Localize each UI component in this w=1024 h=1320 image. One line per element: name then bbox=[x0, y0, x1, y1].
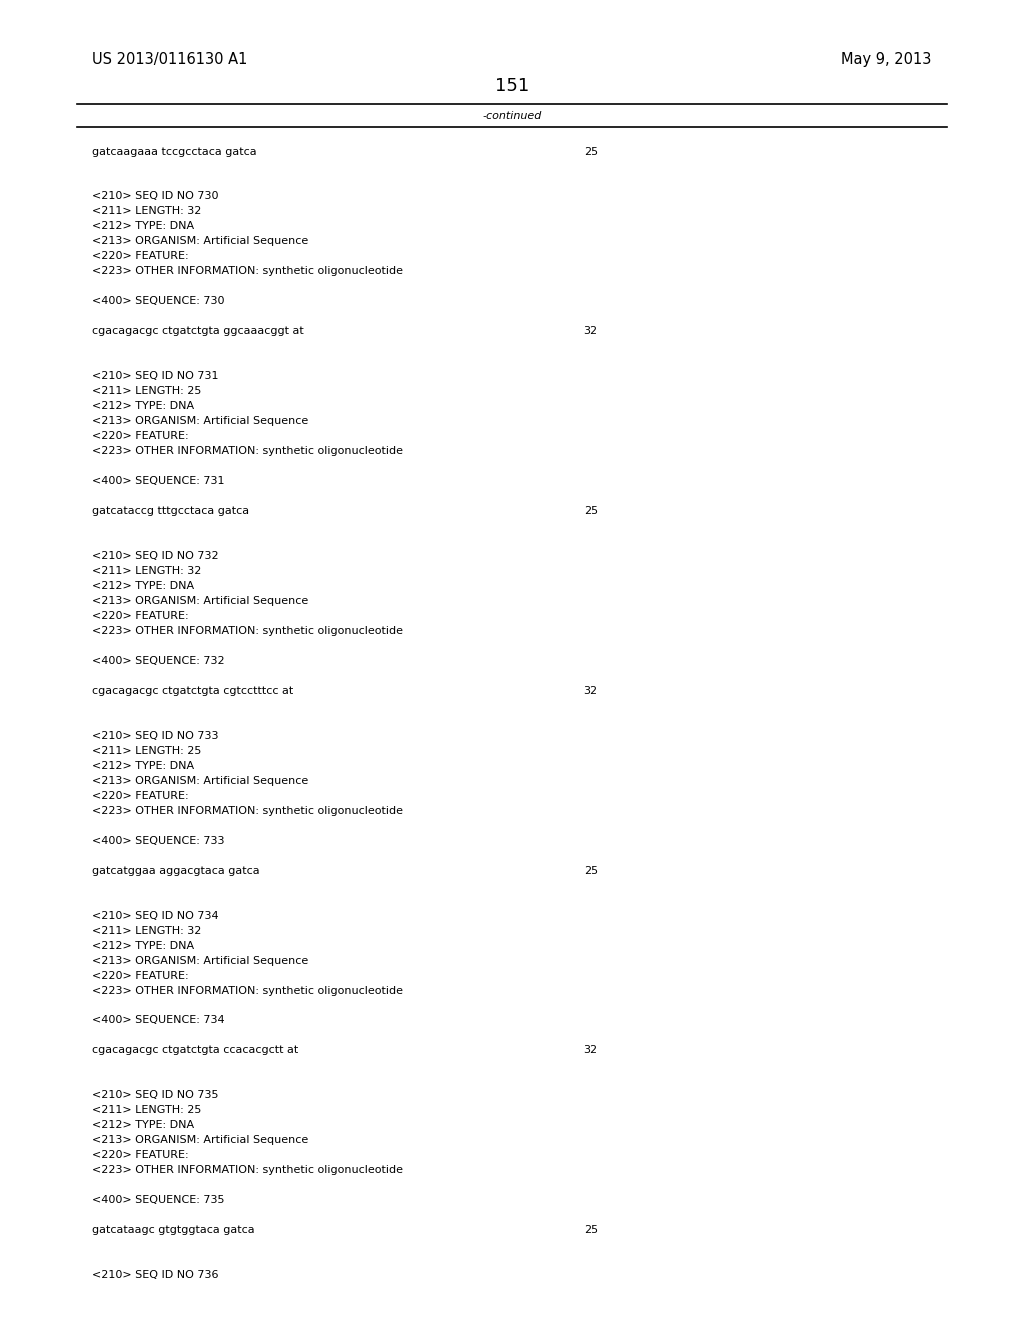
Text: <220> FEATURE:: <220> FEATURE: bbox=[92, 432, 188, 441]
Text: gatcataagc gtgtggtaca gatca: gatcataagc gtgtggtaca gatca bbox=[92, 1225, 255, 1236]
Text: <211> LENGTH: 32: <211> LENGTH: 32 bbox=[92, 925, 202, 936]
Text: 32: 32 bbox=[584, 1045, 598, 1056]
Text: <400> SEQUENCE: 730: <400> SEQUENCE: 730 bbox=[92, 296, 224, 306]
Text: <223> OTHER INFORMATION: synthetic oligonucleotide: <223> OTHER INFORMATION: synthetic oligo… bbox=[92, 267, 403, 276]
Text: <211> LENGTH: 32: <211> LENGTH: 32 bbox=[92, 206, 202, 216]
Text: <212> TYPE: DNA: <212> TYPE: DNA bbox=[92, 581, 195, 591]
Text: 25: 25 bbox=[584, 866, 598, 875]
Text: <213> ORGANISM: Artificial Sequence: <213> ORGANISM: Artificial Sequence bbox=[92, 595, 308, 606]
Text: <210> SEQ ID NO 733: <210> SEQ ID NO 733 bbox=[92, 731, 219, 741]
Text: <210> SEQ ID NO 731: <210> SEQ ID NO 731 bbox=[92, 371, 219, 381]
Text: <220> FEATURE:: <220> FEATURE: bbox=[92, 791, 188, 801]
Text: 32: 32 bbox=[584, 326, 598, 337]
Text: May 9, 2013: May 9, 2013 bbox=[842, 51, 932, 67]
Text: gatcatggaa aggacgtaca gatca: gatcatggaa aggacgtaca gatca bbox=[92, 866, 260, 875]
Text: <212> TYPE: DNA: <212> TYPE: DNA bbox=[92, 222, 195, 231]
Text: <210> SEQ ID NO 730: <210> SEQ ID NO 730 bbox=[92, 191, 219, 202]
Text: <223> OTHER INFORMATION: synthetic oligonucleotide: <223> OTHER INFORMATION: synthetic oligo… bbox=[92, 805, 403, 816]
Text: 25: 25 bbox=[584, 147, 598, 157]
Text: <223> OTHER INFORMATION: synthetic oligonucleotide: <223> OTHER INFORMATION: synthetic oligo… bbox=[92, 1166, 403, 1175]
Text: <212> TYPE: DNA: <212> TYPE: DNA bbox=[92, 1121, 195, 1130]
Text: <400> SEQUENCE: 731: <400> SEQUENCE: 731 bbox=[92, 477, 224, 486]
Text: <210> SEQ ID NO 736: <210> SEQ ID NO 736 bbox=[92, 1270, 219, 1280]
Text: <211> LENGTH: 25: <211> LENGTH: 25 bbox=[92, 387, 202, 396]
Text: <211> LENGTH: 32: <211> LENGTH: 32 bbox=[92, 566, 202, 576]
Text: <213> ORGANISM: Artificial Sequence: <213> ORGANISM: Artificial Sequence bbox=[92, 956, 308, 965]
Text: <223> OTHER INFORMATION: synthetic oligonucleotide: <223> OTHER INFORMATION: synthetic oligo… bbox=[92, 986, 403, 995]
Text: <210> SEQ ID NO 734: <210> SEQ ID NO 734 bbox=[92, 911, 219, 920]
Text: -continued: -continued bbox=[482, 111, 542, 121]
Text: 151: 151 bbox=[495, 77, 529, 95]
Text: <213> ORGANISM: Artificial Sequence: <213> ORGANISM: Artificial Sequence bbox=[92, 236, 308, 247]
Text: <213> ORGANISM: Artificial Sequence: <213> ORGANISM: Artificial Sequence bbox=[92, 1135, 308, 1146]
Text: <220> FEATURE:: <220> FEATURE: bbox=[92, 1150, 188, 1160]
Text: <212> TYPE: DNA: <212> TYPE: DNA bbox=[92, 760, 195, 771]
Text: <210> SEQ ID NO 732: <210> SEQ ID NO 732 bbox=[92, 550, 219, 561]
Text: gatcaagaaa tccgcctaca gatca: gatcaagaaa tccgcctaca gatca bbox=[92, 147, 257, 157]
Text: <220> FEATURE:: <220> FEATURE: bbox=[92, 611, 188, 620]
Text: <212> TYPE: DNA: <212> TYPE: DNA bbox=[92, 401, 195, 412]
Text: <400> SEQUENCE: 735: <400> SEQUENCE: 735 bbox=[92, 1195, 224, 1205]
Text: 25: 25 bbox=[584, 506, 598, 516]
Text: <210> SEQ ID NO 735: <210> SEQ ID NO 735 bbox=[92, 1090, 219, 1101]
Text: <220> FEATURE:: <220> FEATURE: bbox=[92, 970, 188, 981]
Text: <400> SEQUENCE: 733: <400> SEQUENCE: 733 bbox=[92, 836, 224, 846]
Text: <213> ORGANISM: Artificial Sequence: <213> ORGANISM: Artificial Sequence bbox=[92, 416, 308, 426]
Text: <213> ORGANISM: Artificial Sequence: <213> ORGANISM: Artificial Sequence bbox=[92, 776, 308, 785]
Text: <223> OTHER INFORMATION: synthetic oligonucleotide: <223> OTHER INFORMATION: synthetic oligo… bbox=[92, 626, 403, 636]
Text: cgacagacgc ctgatctgta ccacacgctt at: cgacagacgc ctgatctgta ccacacgctt at bbox=[92, 1045, 298, 1056]
Text: <223> OTHER INFORMATION: synthetic oligonucleotide: <223> OTHER INFORMATION: synthetic oligo… bbox=[92, 446, 403, 457]
Text: <211> LENGTH: 25: <211> LENGTH: 25 bbox=[92, 746, 202, 756]
Text: <211> LENGTH: 25: <211> LENGTH: 25 bbox=[92, 1105, 202, 1115]
Text: 25: 25 bbox=[584, 1225, 598, 1236]
Text: US 2013/0116130 A1: US 2013/0116130 A1 bbox=[92, 51, 248, 67]
Text: 32: 32 bbox=[584, 686, 598, 696]
Text: cgacagacgc ctgatctgta ggcaaacggt at: cgacagacgc ctgatctgta ggcaaacggt at bbox=[92, 326, 304, 337]
Text: cgacagacgc ctgatctgta cgtcctttcc at: cgacagacgc ctgatctgta cgtcctttcc at bbox=[92, 686, 294, 696]
Text: <400> SEQUENCE: 732: <400> SEQUENCE: 732 bbox=[92, 656, 225, 665]
Text: <220> FEATURE:: <220> FEATURE: bbox=[92, 251, 188, 261]
Text: <212> TYPE: DNA: <212> TYPE: DNA bbox=[92, 941, 195, 950]
Text: gatcataccg tttgcctaca gatca: gatcataccg tttgcctaca gatca bbox=[92, 506, 249, 516]
Text: <400> SEQUENCE: 734: <400> SEQUENCE: 734 bbox=[92, 1015, 225, 1026]
